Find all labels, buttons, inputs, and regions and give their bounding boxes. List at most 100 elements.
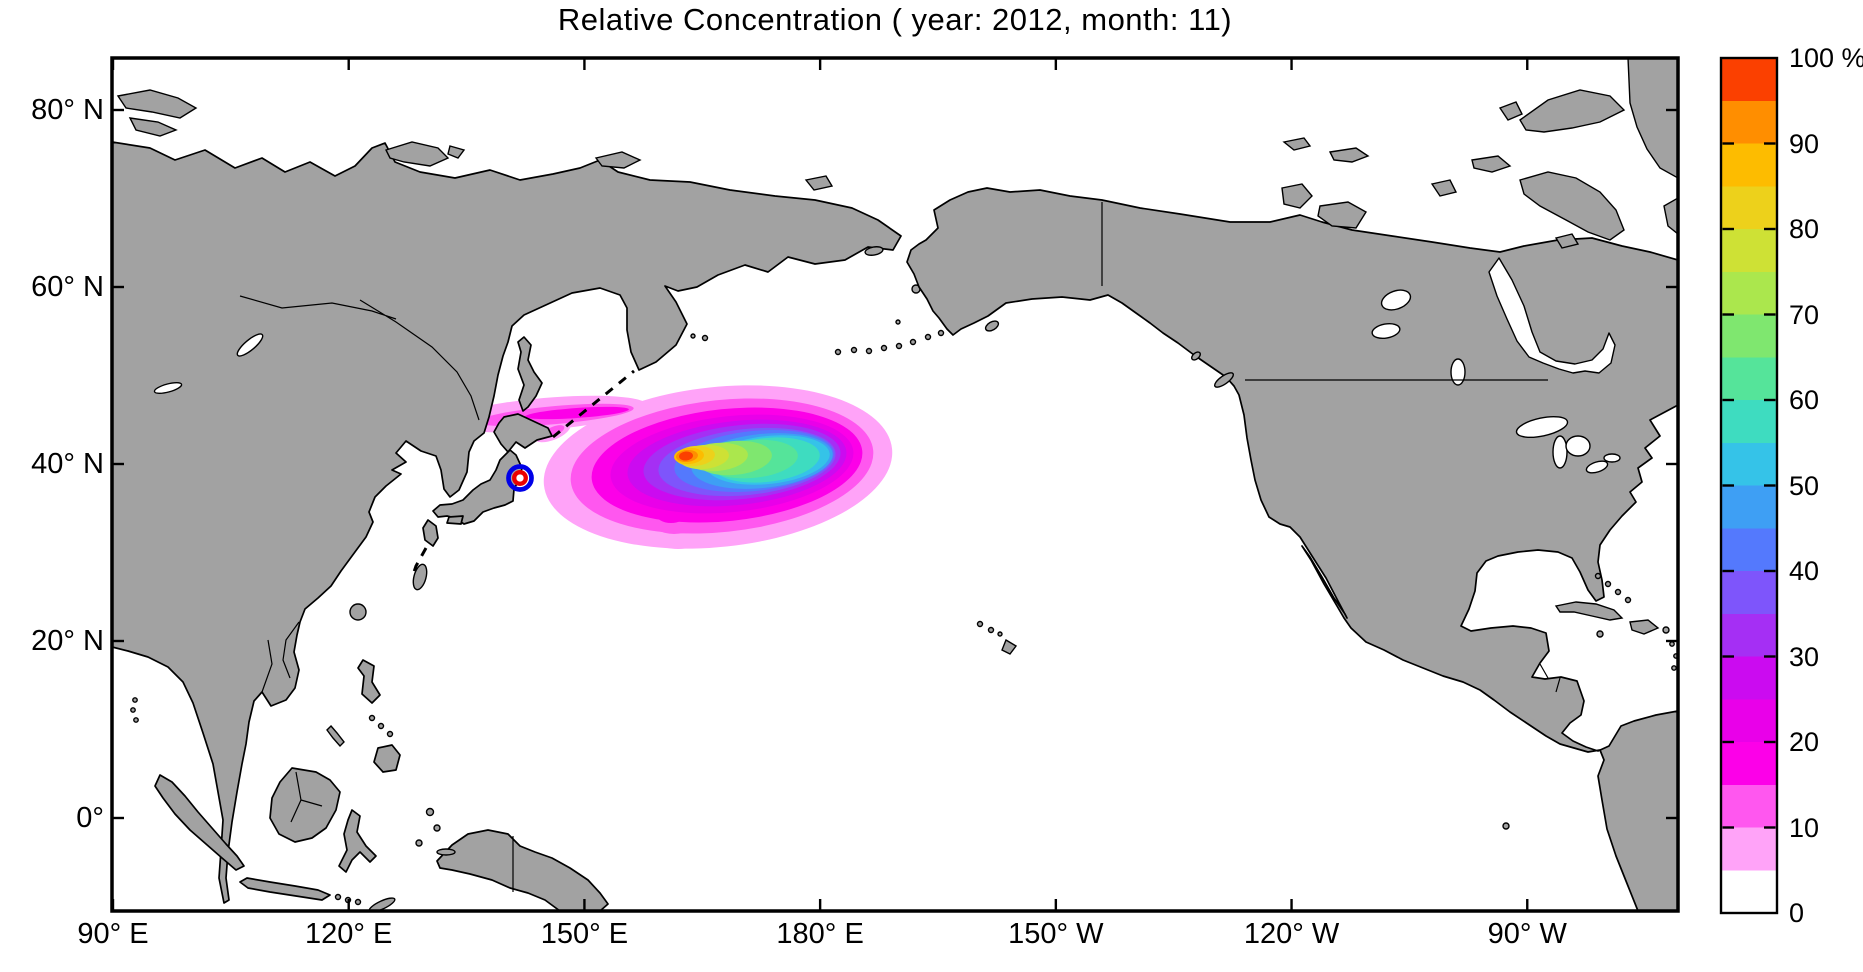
- lesser-sunda: [354, 898, 362, 906]
- sumatra: [154, 774, 245, 871]
- colorbar-tick-label: 10: [1789, 812, 1820, 843]
- new-guinea: [436, 829, 609, 911]
- greenland: [1627, 58, 1678, 179]
- hispaniola: [1629, 619, 1660, 635]
- lesser-sunda: [334, 893, 342, 901]
- vancouver-island: [1214, 372, 1234, 388]
- lon-tick-label: 90° E: [77, 918, 149, 950]
- visayas-island: [377, 722, 385, 730]
- galapagos: [1502, 822, 1510, 830]
- chart-title: Relative Concentration ( year: 2012, mon…: [557, 2, 1233, 37]
- jamaica: [1596, 630, 1604, 638]
- seram: [436, 848, 456, 856]
- andaman-island: [133, 717, 139, 723]
- kodiak-island: [984, 320, 1000, 332]
- molucca-island: [433, 824, 441, 832]
- lon-tick-label: 150° E: [540, 918, 629, 950]
- lake-huron: [1565, 435, 1591, 457]
- luzon: [357, 659, 381, 704]
- colorbar-tick-label: 70: [1789, 299, 1820, 330]
- victoria-island: [1317, 201, 1367, 229]
- island-chain-dashes: [411, 369, 635, 576]
- colorbar-tick-label: 100 %: [1789, 43, 1863, 73]
- colorbar-frame: [1719, 56, 1779, 915]
- lake-balkhash: [153, 382, 183, 394]
- lon-tick-label: 120° E: [305, 918, 393, 950]
- colorbar-tick-label: 30: [1789, 641, 1820, 672]
- novaya-zemlya: [116, 89, 198, 119]
- colorbar-tick-label: 50: [1789, 470, 1820, 501]
- sulawesi: [338, 809, 377, 873]
- borneo-borders: [290, 771, 323, 823]
- melville-island: [1328, 147, 1370, 163]
- andaman-island: [130, 707, 136, 713]
- cuba: [1554, 601, 1624, 621]
- colorbar-tick-label: 40: [1789, 556, 1820, 586]
- molucca-island: [415, 839, 423, 847]
- andaman-island: [132, 697, 138, 703]
- honshu: [432, 449, 523, 525]
- lake-baikal: [236, 333, 264, 357]
- taiwan: [412, 563, 428, 591]
- ellesmere-island: [1519, 89, 1626, 133]
- somerset-island: [1430, 179, 1458, 197]
- hainan: [349, 603, 367, 621]
- mindanao: [373, 744, 401, 773]
- banks-island: [1281, 183, 1313, 209]
- colorbar: [1721, 58, 1777, 913]
- colorbar-tick-label: 20: [1789, 727, 1820, 757]
- aleutian-islands: [834, 329, 945, 356]
- lake-ontario: [1603, 453, 1621, 463]
- st-lawrence-island: [864, 246, 884, 256]
- pribilof-island: [895, 319, 901, 325]
- novaya-zemlya-south: [128, 117, 178, 137]
- hawaiian-islands: [976, 620, 1018, 655]
- great-bear-lake: [1380, 289, 1412, 311]
- halmahera: [425, 807, 435, 817]
- devon-island: [1471, 155, 1512, 173]
- kuril-islands-dash: [552, 369, 635, 439]
- ryukyu-islands-dash: [411, 547, 428, 576]
- colorbar-tick-label: 0: [1789, 898, 1805, 928]
- shikoku: [446, 515, 464, 525]
- colorbar-tick-label: 60: [1789, 385, 1820, 415]
- lon-tick-label: 120° W: [1243, 918, 1340, 950]
- lon-tick-label: 180° E: [776, 918, 864, 950]
- lat-tick-label: 0°: [76, 802, 104, 834]
- southampton-island: [1554, 233, 1580, 249]
- borneo: [269, 767, 341, 843]
- commander-island: [701, 334, 709, 342]
- prince-patrick-island: [1282, 137, 1312, 151]
- americas: [906, 187, 1678, 911]
- greenland-south: [1663, 197, 1678, 235]
- java: [239, 877, 331, 901]
- colorbar-tick-label: 80: [1789, 214, 1820, 244]
- lake-michigan: [1552, 435, 1568, 469]
- marker-red-ring: [512, 470, 528, 486]
- great-slave-lake: [1371, 322, 1401, 340]
- central-america-borders: [1539, 663, 1561, 693]
- hudson-bay: [1488, 257, 1616, 374]
- release-site-marker: [506, 464, 534, 492]
- visayas-island: [386, 730, 394, 738]
- lake-erie: [1585, 460, 1609, 474]
- concentration-plume: [443, 385, 893, 549]
- baffin-island: [1519, 171, 1625, 241]
- marker-blue-ring: [506, 464, 534, 492]
- wrangel-island: [804, 175, 834, 191]
- lat-tick-label: 20° N: [31, 625, 104, 657]
- map-frame: [110, 56, 1680, 913]
- lon-tick-label: 150° W: [1008, 918, 1104, 950]
- new-siberian-islands: [594, 151, 642, 169]
- lake-superior: [1515, 415, 1569, 439]
- visayas-island: [368, 714, 376, 722]
- bahamas: [1594, 572, 1632, 604]
- asia-borders: [239, 295, 480, 693]
- hokkaido: [493, 413, 553, 453]
- puerto-rico: [1662, 626, 1670, 634]
- severnaya-zemlya: [385, 141, 450, 167]
- palawan: [326, 724, 345, 748]
- commander-island: [690, 333, 696, 339]
